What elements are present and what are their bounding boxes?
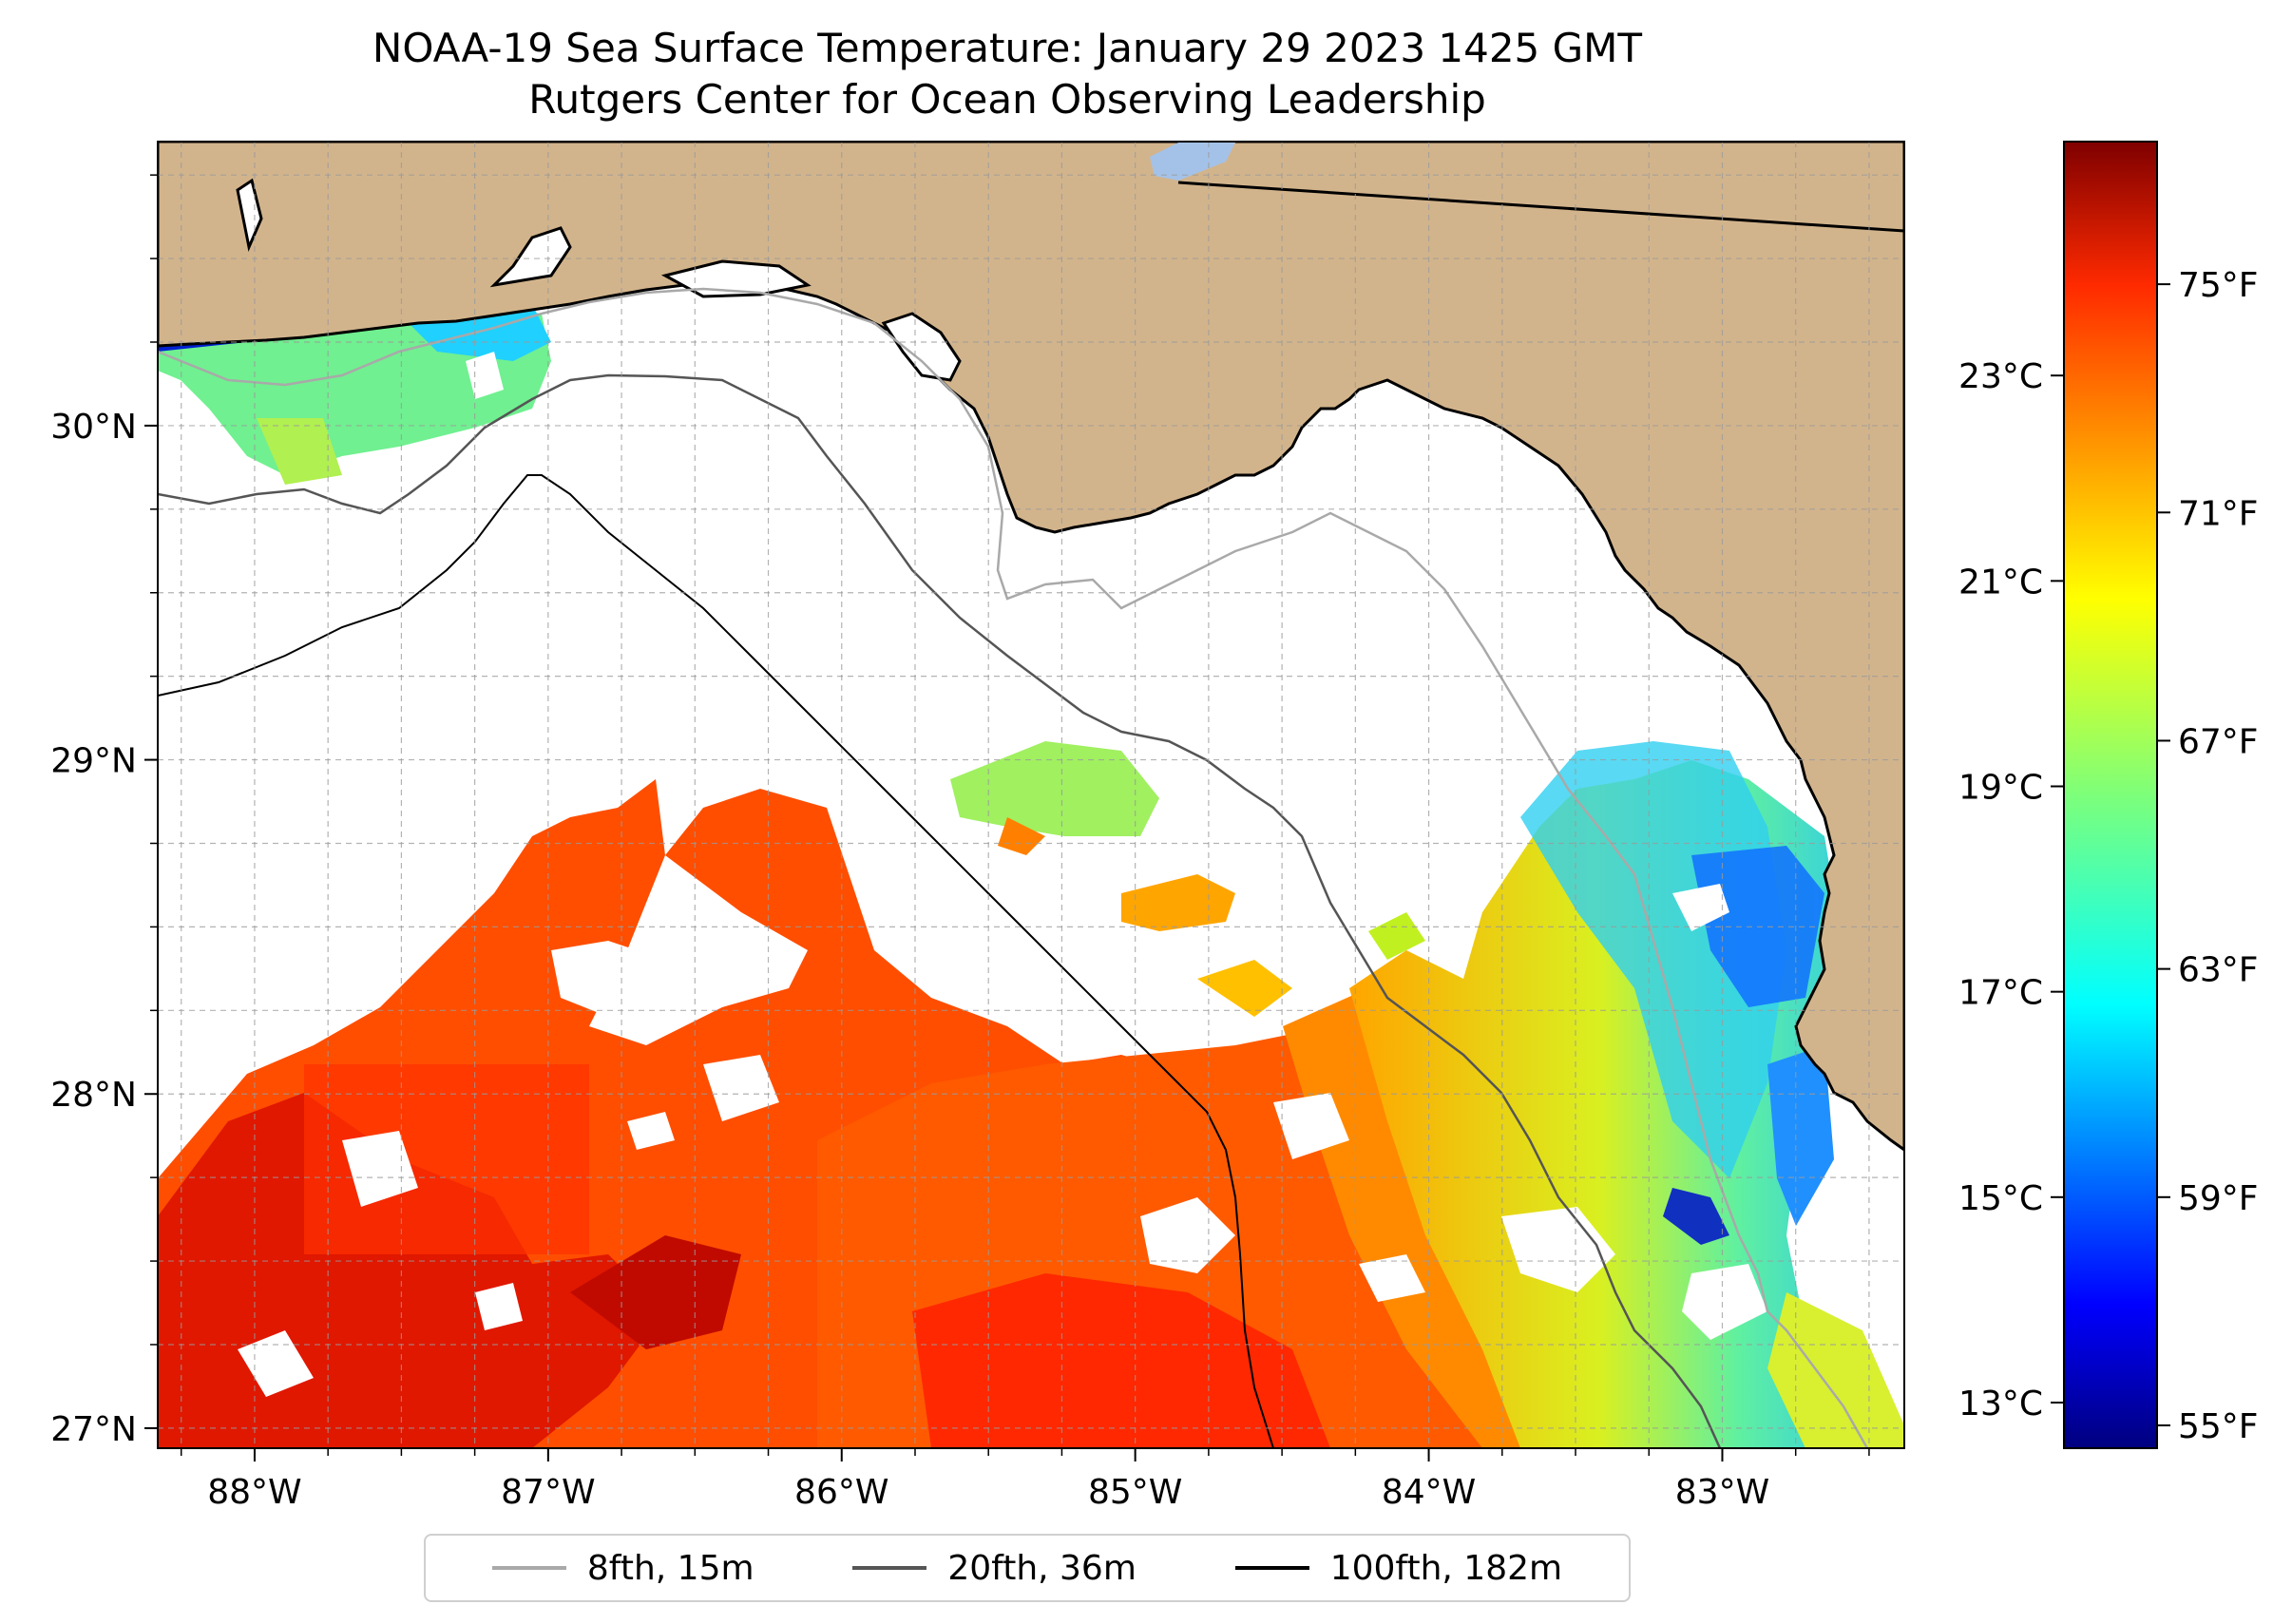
lon-tick-label: 86°W [794,1473,888,1512]
map-frame [157,141,1905,1449]
lon-tick-label: 83°W [1675,1473,1769,1512]
lon-tick-label: 87°W [501,1473,595,1512]
legend-label: 8fth, 15m [586,1548,754,1588]
cloud-gaps [238,352,1767,1397]
gridlines [158,142,1904,1448]
colorbar-c-label: 23°C [1958,357,2043,396]
colorbar-c-label: 15°C [1958,1179,2043,1218]
lat-tick-label: 29°N [50,742,137,781]
colorbar-c-label: 21°C [1958,563,2043,602]
lon-tick-label: 88°W [207,1473,301,1512]
colorbar-f-label: 67°F [2178,722,2259,761]
legend-line-icon [852,1566,927,1570]
colorbar-c-label: 19°C [1958,768,2043,807]
bays [236,178,962,382]
colorbar-f-label: 55°F [2178,1407,2259,1446]
lat-tick-label: 30°N [50,408,137,447]
legend-label: 100fth, 182m [1329,1548,1563,1588]
colorbar-c-label: 13°C [1958,1385,2043,1423]
colorbar: 75°F 71°F 67°F 63°F 59°F 55°F 23°C 21°C 19°C 17°C… [1958,141,2259,1449]
chart-subtitle: Rutgers Center for Ocean Observing Leade… [528,76,1486,123]
legend-item-20fth: 20fth, 36m [852,1549,1136,1588]
lat-tick-label: 27°N [50,1410,137,1449]
lon-tick-label: 84°W [1382,1473,1476,1512]
legend-line-icon [491,1566,566,1570]
lake [1150,143,1235,181]
colorbar-c-label: 17°C [1958,974,2043,1013]
legend-label: 20fth, 36m [947,1548,1136,1588]
legend-item-8fth: 8fth, 15m [491,1548,754,1588]
colorbar-f-label: 63°F [2178,951,2259,990]
lon-tick-label: 85°W [1088,1473,1182,1512]
sst-data-mid-patches [950,741,1425,1017]
colorbar-f-label: 59°F [2178,1179,2259,1218]
state-border [1177,181,1904,233]
isobath-legend: 8fth, 15m 20fth, 36m 100fth, 182m [424,1534,1631,1602]
isobath-20fth [158,373,1722,1448]
colorbar-f-label: 75°F [2178,266,2259,305]
lat-tick-label: 28°N [50,1076,137,1115]
colorbar-f-label: 71°F [2178,494,2259,533]
isobath-8fth [158,287,1869,1448]
isobath-100fth [158,474,1274,1448]
legend-item-100fth: 100fth, 182m [1234,1548,1563,1588]
chart-title: NOAA-19 Sea Surface Temperature: January… [372,25,1643,71]
legend-line-icon [1234,1566,1309,1570]
sst-data-east [1349,741,1904,1448]
colorbar-gradient [2063,141,2158,1449]
colorbar-ticks: 75°F 71°F 67°F 63°F 59°F 55°F 23°C 21°C 19°C 17°C… [1958,266,2258,1446]
map-axes: 88°W 87°W 86°W 85°W 84°W 83°W 30°N 29°N 28°N 27°N [50,174,1870,1512]
